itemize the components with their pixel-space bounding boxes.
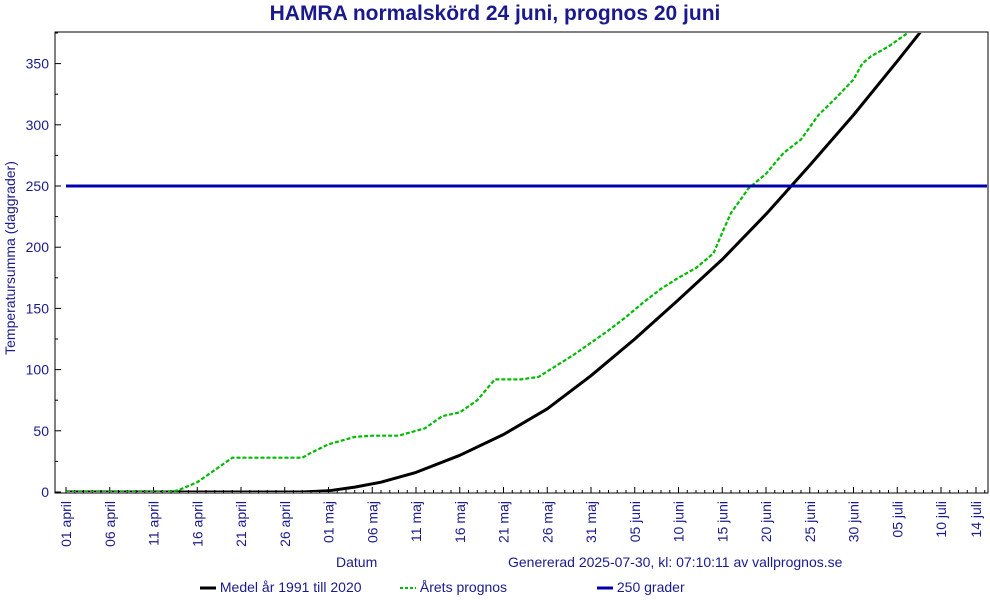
x-tick-label: 10 juni (671, 501, 687, 542)
legend-item-3: 250 grader (597, 579, 685, 595)
x-axis-label: Datum (336, 554, 378, 570)
legend-item-2: Årets prognos (400, 579, 507, 595)
legend-swatch-black (200, 586, 216, 590)
legend-swatch-green (400, 587, 416, 590)
y-tick-label: 150 (26, 300, 50, 316)
x-tick-label: 30 juni (846, 501, 862, 542)
legend-swatch-blue (597, 586, 613, 590)
x-tick-label: 16 maj (452, 501, 468, 543)
x-tick-label: 06 april (102, 501, 118, 547)
x-tick-label: 11 maj (408, 501, 424, 542)
x-tick-label: 10 juli (933, 501, 949, 538)
x-tick-label: 06 maj (364, 501, 380, 543)
x-tick-label: 05 juni (627, 501, 643, 542)
y-tick-label: 300 (26, 117, 50, 133)
series-line-medel (66, 33, 922, 492)
x-tick-label: 01 maj (321, 501, 337, 543)
y-tick-label: 200 (26, 239, 50, 255)
y-tick-label: 100 (26, 362, 50, 378)
chart-title: HAMRA normalskörd 24 juni, prognos 20 ju… (269, 2, 721, 25)
x-tick-label: 15 juni (714, 501, 730, 542)
y-tick-label: 250 (26, 178, 50, 194)
x-tick-label: 14 juli (968, 501, 984, 538)
legend-item-1: Medel år 1991 till 2020 (200, 579, 362, 595)
series-line-prognos (66, 33, 910, 492)
legend-label: Medel år 1991 till 2020 (219, 579, 362, 595)
x-tick-label: 25 juni (802, 501, 818, 542)
legend-label: Årets prognos (419, 579, 508, 595)
legend-label: 250 grader (616, 579, 685, 595)
x-tick-label: 21 maj (496, 501, 512, 543)
y-tick-label: 350 (26, 56, 50, 72)
x-tick-label: 26 maj (539, 501, 555, 543)
x-tick-label: 26 april (277, 501, 293, 547)
x-tick-label: 21 april (233, 501, 249, 547)
y-tick-label: 50 (33, 423, 49, 439)
x-tick-label: 16 april (189, 501, 205, 547)
generated-note: Genererad 2025-07-30, kl: 07:10:11 av va… (508, 554, 843, 570)
x-tick-label: 31 maj (583, 501, 599, 543)
x-tick-label: 05 juli (889, 501, 905, 538)
x-tick-label: 11 april (146, 501, 162, 546)
x-tick-label: 20 juni (758, 501, 774, 542)
x-tick-label: 01 april (58, 501, 74, 547)
y-tick-label: 0 (41, 484, 49, 500)
